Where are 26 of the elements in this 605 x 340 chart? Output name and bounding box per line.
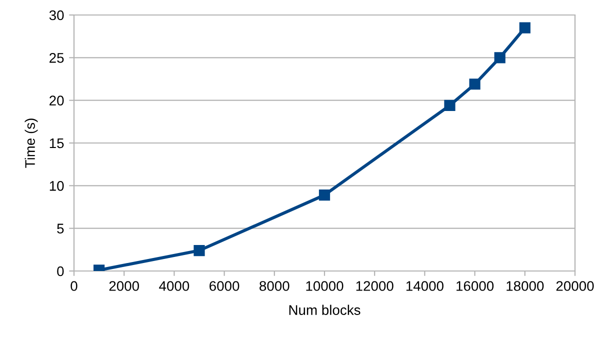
x-tick-label: 20000: [556, 281, 594, 291]
y-axis-title: Time (s): [24, 118, 38, 168]
x-tick-label: 2000: [109, 281, 140, 291]
x-tick-label: 10000: [306, 281, 344, 291]
point: [318, 189, 330, 201]
point: [519, 22, 530, 34]
y-tick-label: 10: [50, 181, 64, 191]
point: [469, 78, 480, 90]
point: [444, 100, 456, 112]
y-tick-label: 20: [50, 96, 64, 106]
x-tick-label: 0: [70, 281, 78, 291]
x-tick-label: 4000: [159, 281, 190, 291]
x-tick-label: 16000: [456, 281, 494, 291]
y-tick-label: 15: [50, 138, 64, 148]
y-tick-label: 0: [57, 266, 64, 276]
x-tick-label: 8000: [260, 281, 290, 291]
point: [194, 244, 205, 256]
x-tick-label: 6000: [210, 281, 240, 291]
x-tick-label: 18000: [506, 281, 544, 291]
y-tick-label: 5: [57, 224, 64, 234]
y-tick-label: 30: [49, 10, 64, 20]
x-tick-label: 12000: [356, 281, 394, 291]
x-axis-title: Num blocks: [289, 304, 360, 315]
x-tick-label: 14000: [406, 281, 444, 291]
y-tick-label: 25: [50, 53, 64, 63]
point: [494, 52, 506, 64]
